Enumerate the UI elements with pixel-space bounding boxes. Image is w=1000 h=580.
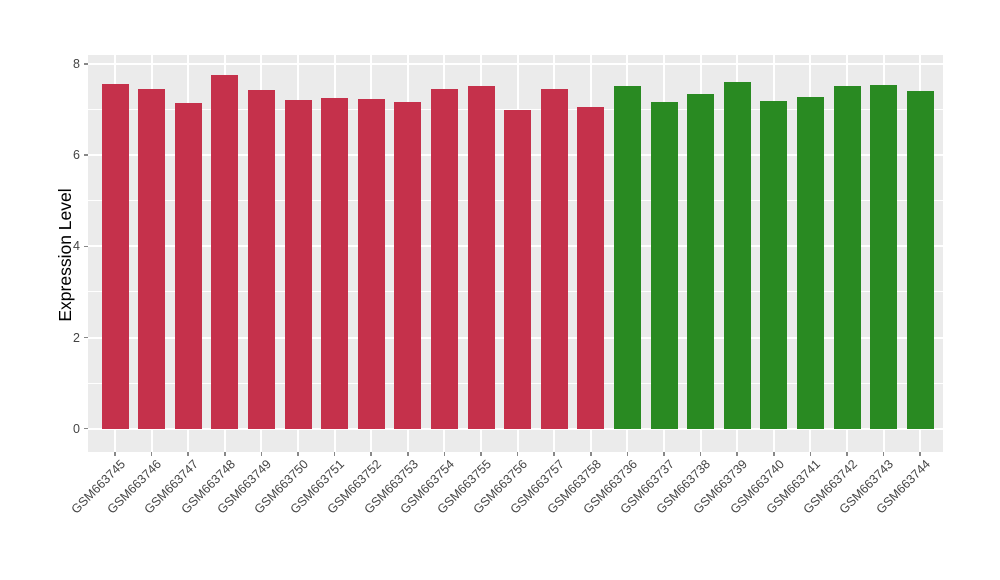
y-tick-label-4: 4 — [73, 239, 80, 254]
bar-GSM663746 — [138, 88, 166, 429]
bar-GSM663743 — [870, 84, 898, 429]
y-axis-title: Expression Level — [55, 188, 75, 322]
plot-panel — [88, 55, 943, 452]
bar-GSM663748 — [211, 74, 239, 429]
x-tick-GSM663747 — [187, 452, 189, 456]
x-tick-GSM663738 — [699, 452, 702, 456]
x-tick-GSM663739 — [736, 452, 738, 456]
x-tick-GSM663752 — [370, 452, 372, 456]
bar-GSM663744 — [906, 90, 934, 429]
y-tick-label-6: 6 — [73, 148, 80, 163]
bar-GSM663757 — [540, 88, 568, 429]
x-tick-GSM663754 — [443, 452, 446, 456]
y-tick-label-8: 8 — [73, 56, 80, 71]
x-tick-GSM663736 — [626, 452, 629, 456]
x-tick-GSM663737 — [663, 452, 665, 456]
x-tick-GSM663756 — [516, 452, 519, 456]
x-tick-GSM663755 — [480, 452, 482, 456]
bar-GSM663758 — [577, 107, 605, 429]
bar-GSM663739 — [723, 82, 751, 429]
bar-GSM663756 — [504, 109, 532, 429]
bar-GSM663753 — [394, 102, 422, 429]
bar-GSM663749 — [247, 89, 275, 429]
y-tick-4 — [84, 245, 88, 248]
y-tick-2 — [84, 336, 88, 339]
bar-GSM663747 — [174, 102, 202, 429]
x-tick-GSM663748 — [224, 452, 226, 456]
bar-GSM663745 — [101, 83, 129, 429]
bar-GSM663741 — [796, 97, 824, 429]
bar-GSM663755 — [467, 85, 495, 429]
y-tick-label-0: 0 — [73, 421, 80, 436]
bar-GSM663736 — [613, 85, 641, 429]
x-tick-GSM663744 — [919, 452, 921, 456]
x-tick-GSM663742 — [846, 452, 848, 456]
bar-GSM663738 — [687, 93, 715, 429]
x-tick-GSM663757 — [553, 452, 555, 456]
bar-GSM663751 — [321, 98, 349, 429]
y-tick-6 — [84, 154, 88, 156]
bar-GSM663752 — [357, 99, 385, 429]
bar-GSM663737 — [650, 101, 678, 429]
x-tick-GSM663758 — [590, 452, 592, 456]
x-tick-GSM663741 — [809, 452, 812, 456]
x-tick-GSM663751 — [333, 452, 336, 456]
bar-GSM663750 — [284, 99, 312, 429]
x-tick-GSM663749 — [260, 452, 263, 456]
bar-GSM663740 — [760, 100, 788, 429]
bar-GSM663754 — [430, 89, 458, 429]
x-tick-GSM663746 — [150, 452, 153, 456]
y-tick-0 — [84, 427, 88, 430]
x-tick-GSM663753 — [407, 452, 409, 456]
x-tick-GSM663750 — [297, 452, 299, 456]
gridline-major-y-8 — [88, 62, 943, 65]
y-tick-label-2: 2 — [73, 330, 80, 345]
bar-GSM663742 — [833, 85, 861, 429]
x-tick-GSM663740 — [773, 452, 775, 456]
x-tick-GSM663743 — [882, 452, 885, 456]
x-tick-GSM663745 — [114, 452, 116, 456]
y-tick-8 — [84, 63, 88, 65]
gridline-minor-y-7 — [88, 109, 943, 110]
